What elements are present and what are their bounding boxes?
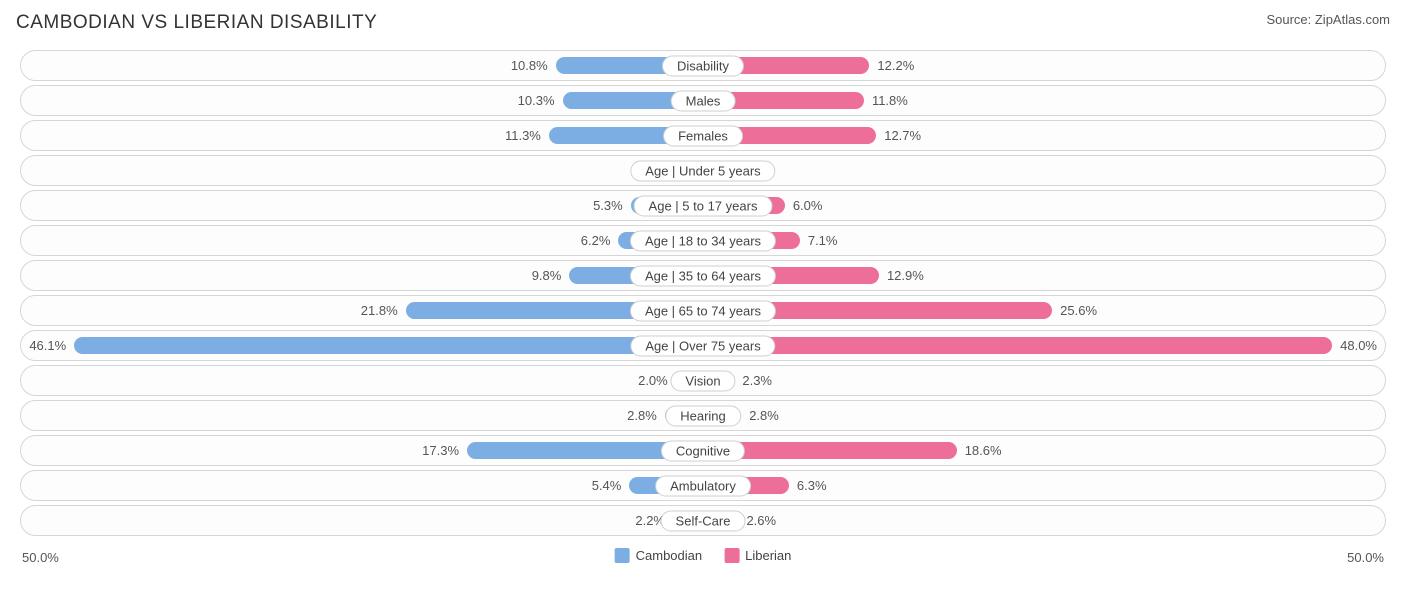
legend-item-left: Cambodian (615, 548, 703, 563)
category-label: Age | Under 5 years (630, 160, 775, 181)
chart-row: 5.4% 6.3% Ambulatory (20, 470, 1386, 501)
bar-value-right: 2.8% (741, 408, 787, 423)
bar-right (703, 337, 1332, 354)
chart-row-right: 18.6% (703, 436, 1385, 465)
category-label: Self-Care (661, 510, 746, 531)
bar-value-right: 6.3% (789, 478, 835, 493)
chart-title: CAMBODIAN VS LIBERIAN DISABILITY (16, 12, 377, 34)
chart-row-right: 12.2% (703, 51, 1385, 80)
bar-value-left: 2.0% (630, 373, 676, 388)
chart-row-right: 12.9% (703, 261, 1385, 290)
category-label: Ambulatory (655, 475, 751, 496)
chart-row: 5.3% 6.0% Age | 5 to 17 years (20, 190, 1386, 221)
legend-swatch-left (615, 548, 630, 563)
bar-value-left: 46.1% (21, 338, 74, 353)
chart-row-left: 2.2% (21, 506, 703, 535)
axis-max-left: 50.0% (22, 550, 59, 565)
chart-row: 1.2%1.3%Age | Under 5 years (20, 155, 1386, 186)
chart-row-left: 10.8% (21, 51, 703, 80)
chart-row-left: 1.2% (21, 156, 703, 185)
category-label: Males (671, 90, 736, 111)
bar-value-left: 21.8% (353, 303, 406, 318)
chart-row-left: 9.8% (21, 261, 703, 290)
bar-value-left: 10.8% (503, 58, 556, 73)
chart-row-left: 21.8% (21, 296, 703, 325)
chart-row: 2.8% 2.8%Hearing (20, 400, 1386, 431)
bar-value-right: 7.1% (800, 233, 846, 248)
bar-value-left: 9.8% (524, 268, 570, 283)
chart-header: CAMBODIAN VS LIBERIAN DISABILITY Source:… (16, 12, 1390, 34)
chart-row-right: 1.3% (703, 156, 1385, 185)
chart-row: 6.2% 7.1% Age | 18 to 34 years (20, 225, 1386, 256)
chart-row-left: 5.3% (21, 191, 703, 220)
bar-value-left: 5.4% (584, 478, 630, 493)
legend: Cambodian Liberian (615, 548, 792, 563)
chart-row: 10.8% 12.2% Disability (20, 50, 1386, 81)
category-label: Age | 65 to 74 years (630, 300, 776, 321)
chart-row-left: 17.3% (21, 436, 703, 465)
chart-row-right: 2.6% (703, 506, 1385, 535)
chart-row-right: 12.7% (703, 121, 1385, 150)
chart-row-left: 46.1% (21, 331, 703, 360)
chart-row: 46.1% 48.0% Age | Over 75 years (20, 330, 1386, 361)
chart-row-right: 7.1% (703, 226, 1385, 255)
chart-footer: 50.0% Cambodian Liberian 50.0% (16, 548, 1390, 570)
bar-value-right: 11.8% (864, 93, 916, 108)
chart-row-left: 11.3% (21, 121, 703, 150)
legend-swatch-right (724, 548, 739, 563)
category-label: Age | Over 75 years (630, 335, 775, 356)
bar-value-right: 48.0% (1332, 338, 1385, 353)
category-label: Disability (662, 55, 744, 76)
category-label: Vision (670, 370, 735, 391)
chart-row: 17.3% 18.6% Cognitive (20, 435, 1386, 466)
bar-value-left: 6.2% (573, 233, 619, 248)
category-label: Hearing (665, 405, 741, 426)
bar-value-right: 2.3% (734, 373, 780, 388)
bar-value-left: 17.3% (414, 443, 467, 458)
chart-row: 2.0% 2.3%Vision (20, 365, 1386, 396)
chart-row-right: 48.0% (703, 331, 1385, 360)
diverging-bar-chart: 10.8% 12.2% Disability 10.3% 11.8% Males 11.3%… (16, 48, 1390, 542)
bar-value-right: 25.6% (1052, 303, 1105, 318)
chart-row-left: 5.4% (21, 471, 703, 500)
chart-row-right: 6.3% (703, 471, 1385, 500)
chart-row-right: 11.8% (703, 86, 1385, 115)
bar-value-right: 12.9% (879, 268, 932, 283)
category-label: Age | 18 to 34 years (630, 230, 776, 251)
bar-value-left: 5.3% (585, 198, 631, 213)
chart-row-right: 2.3% (703, 366, 1385, 395)
chart-row-left: 10.3% (21, 86, 703, 115)
chart-row-right: 6.0% (703, 191, 1385, 220)
chart-source: Source: ZipAtlas.com (1266, 12, 1390, 27)
category-label: Age | 5 to 17 years (634, 195, 773, 216)
chart-row: 2.2%2.6%Self-Care (20, 505, 1386, 536)
chart-row-left: 2.0% (21, 366, 703, 395)
bar-value-left: 11.3% (497, 128, 549, 143)
bar-value-left: 10.3% (510, 93, 563, 108)
category-label: Age | 35 to 64 years (630, 265, 776, 286)
bar-left (74, 337, 703, 354)
category-label: Females (663, 125, 743, 146)
legend-label-left: Cambodian (636, 548, 703, 563)
chart-row-left: 2.8% (21, 401, 703, 430)
bar-value-right: 6.0% (785, 198, 831, 213)
chart-row-right: 25.6% (703, 296, 1385, 325)
chart-row-right: 2.8% (703, 401, 1385, 430)
chart-row: 21.8% 25.6% Age | 65 to 74 years (20, 295, 1386, 326)
chart-row-left: 6.2% (21, 226, 703, 255)
bar-value-left: 2.8% (619, 408, 665, 423)
bar-value-right: 18.6% (957, 443, 1010, 458)
chart-row: 11.3% 12.7% Females (20, 120, 1386, 151)
legend-item-right: Liberian (724, 548, 791, 563)
bar-value-right: 12.2% (869, 58, 922, 73)
legend-label-right: Liberian (745, 548, 791, 563)
axis-max-right: 50.0% (1347, 550, 1384, 565)
chart-row: 10.3% 11.8% Males (20, 85, 1386, 116)
category-label: Cognitive (661, 440, 745, 461)
bar-value-right: 12.7% (876, 128, 929, 143)
chart-row: 9.8% 12.9% Age | 35 to 64 years (20, 260, 1386, 291)
